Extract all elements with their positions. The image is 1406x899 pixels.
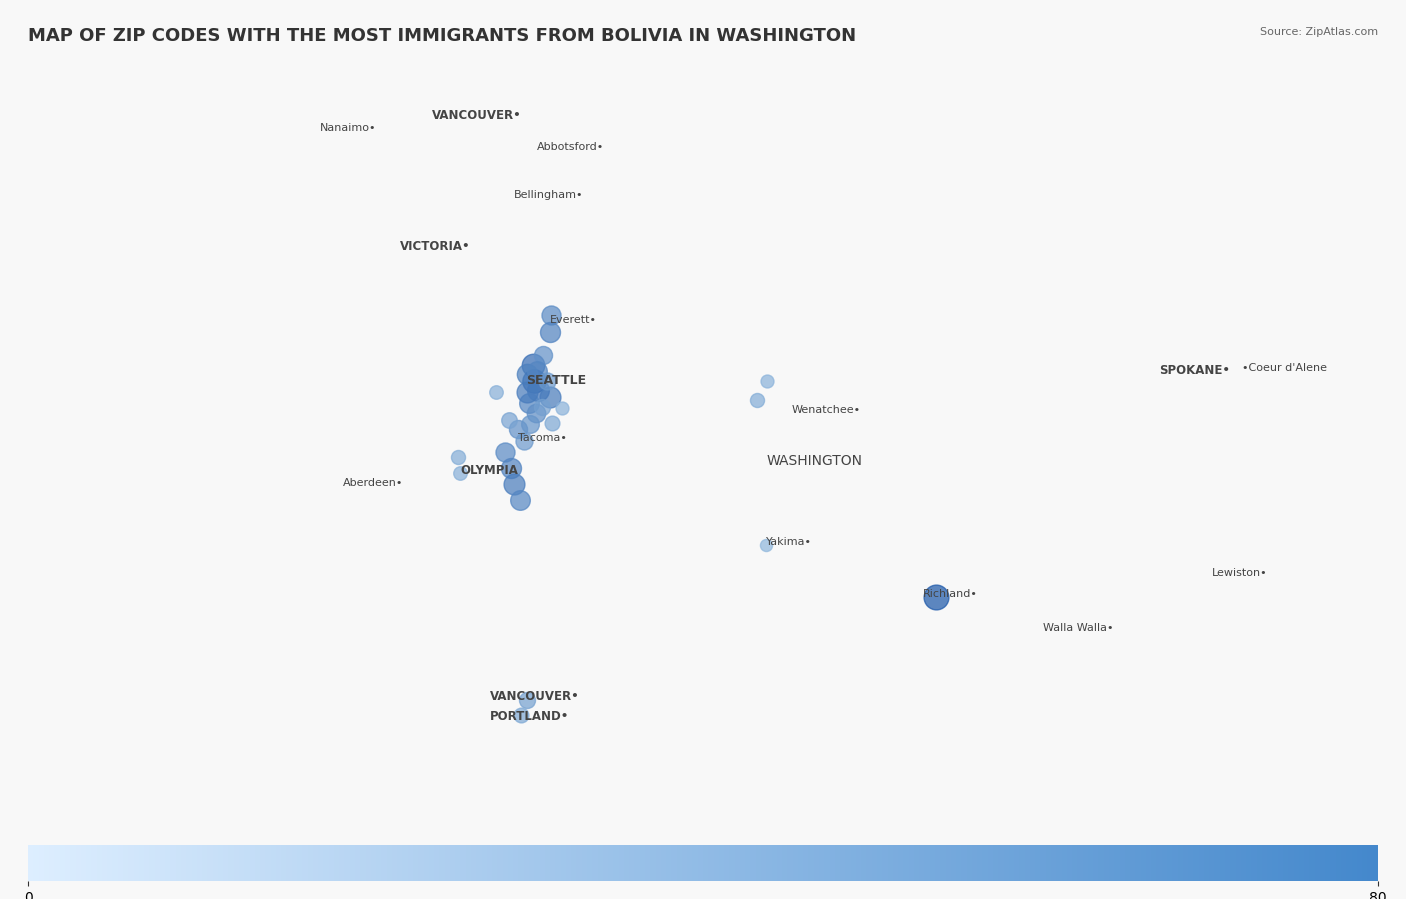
Text: VICTORIA•: VICTORIA• (401, 240, 471, 253)
Text: SEATTLE: SEATTLE (527, 374, 586, 387)
Point (502, 476, 524, 491)
Text: Bellingham•: Bellingham• (513, 191, 583, 200)
Point (541, 415, 564, 430)
Text: •Coeur d'Alene: •Coeur d'Alene (1243, 363, 1327, 373)
Point (449, 466, 471, 480)
Point (509, 493, 531, 507)
Point (536, 374, 558, 388)
Text: Walla Walla•: Walla Walla• (1043, 623, 1114, 633)
Text: OLYMPIA: OLYMPIA (460, 465, 517, 477)
Text: PORTLAND•: PORTLAND• (489, 710, 569, 723)
Point (538, 325, 561, 340)
Text: Yakima•: Yakima• (766, 538, 811, 547)
Point (551, 401, 574, 415)
Point (513, 433, 536, 448)
Point (523, 374, 546, 388)
Point (446, 450, 468, 464)
Text: WASHINGTON: WASHINGTON (766, 454, 863, 467)
Point (494, 445, 516, 459)
Text: VANCOUVER•: VANCOUVER• (489, 690, 579, 703)
Point (522, 358, 544, 372)
Text: Abbotsford•: Abbotsford• (537, 142, 605, 152)
Point (540, 307, 562, 322)
Point (526, 364, 548, 378)
Point (538, 390, 561, 405)
Text: Nanaimo•: Nanaimo• (319, 122, 375, 132)
Point (516, 385, 538, 399)
Text: Wenatchee•: Wenatchee• (792, 405, 860, 415)
Text: Everett•: Everett• (550, 315, 596, 325)
Text: Lewiston•: Lewiston• (1212, 568, 1267, 578)
Text: Richland•: Richland• (922, 589, 977, 599)
Text: VANCOUVER•: VANCOUVER• (432, 109, 522, 122)
Point (498, 413, 520, 427)
Point (516, 367, 538, 381)
Point (745, 393, 768, 407)
Point (530, 399, 553, 414)
Point (531, 348, 554, 362)
Text: MAP OF ZIP CODES WITH THE MOST IMMIGRANTS FROM BOLIVIA IN WASHINGTON: MAP OF ZIP CODES WITH THE MOST IMMIGRANT… (28, 27, 856, 45)
Point (755, 539, 778, 553)
Point (501, 461, 523, 476)
Text: SPOKANE•: SPOKANE• (1160, 364, 1230, 378)
Point (516, 693, 538, 708)
Text: Tacoma•: Tacoma• (517, 432, 567, 442)
Point (755, 374, 778, 388)
Text: Aberdeen•: Aberdeen• (343, 477, 404, 488)
Point (485, 385, 508, 399)
Point (517, 396, 540, 411)
Point (527, 383, 550, 397)
Point (524, 405, 547, 420)
Point (924, 590, 946, 604)
Point (506, 422, 529, 436)
Point (510, 708, 533, 722)
Point (519, 417, 541, 432)
Text: Source: ZipAtlas.com: Source: ZipAtlas.com (1260, 27, 1378, 37)
